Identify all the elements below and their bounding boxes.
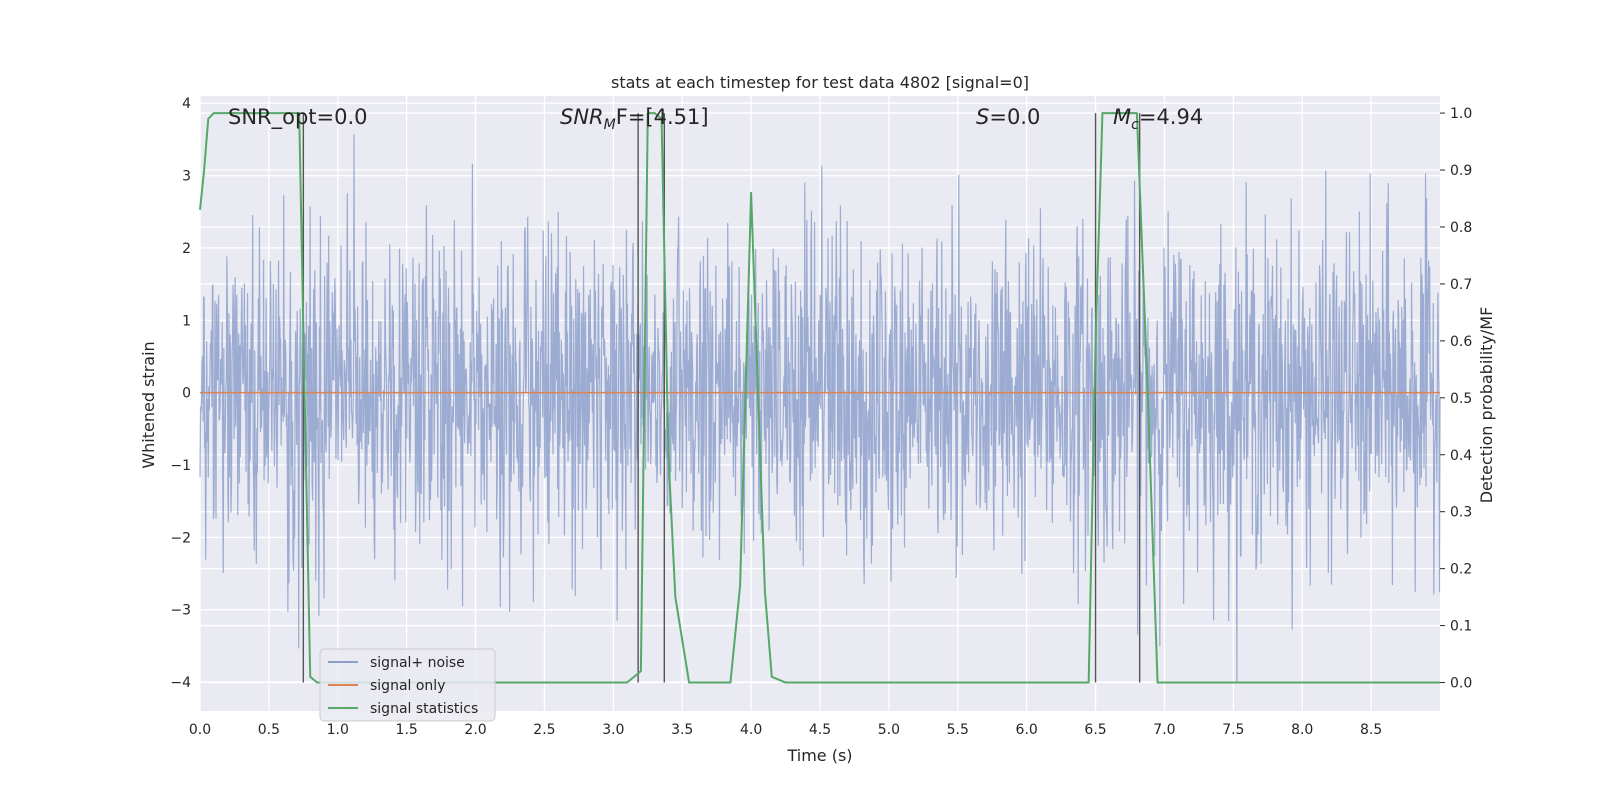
y-right-tick-label: 0.5 bbox=[1450, 391, 1472, 407]
annotation-snr-mf-main: SNR bbox=[560, 105, 604, 129]
x-tick-label: 8.5 bbox=[1360, 722, 1382, 738]
y-right-tick-label: 0.9 bbox=[1450, 163, 1472, 179]
y-left-tick-label: 4 bbox=[182, 96, 191, 112]
x-tick-label: 4.5 bbox=[809, 722, 831, 738]
x-tick-labels: 0.0 0.5 1.0 1.5 2.0 2.5 3.0 3.5 4.0 4.5 5.0 5.5 6.0 6… bbox=[189, 722, 1382, 738]
x-tick-label: 7.0 bbox=[1153, 722, 1175, 738]
legend-label-statistics: signal statistics bbox=[370, 701, 478, 717]
y-right-tick-label: 0.6 bbox=[1450, 334, 1472, 350]
y-left-tick-label: −1 bbox=[170, 458, 191, 474]
y-left-axis-label: Whitened strain bbox=[139, 341, 158, 468]
y-left-tick-label: 2 bbox=[182, 241, 191, 257]
x-tick-label: 6.5 bbox=[1084, 722, 1106, 738]
y-right-axis-label: Detection probability/MF bbox=[1477, 307, 1496, 504]
legend-box bbox=[319, 648, 496, 722]
x-tick-label: 4.0 bbox=[740, 722, 762, 738]
x-tick-label: 1.5 bbox=[396, 722, 418, 738]
y-left-tick-label: −3 bbox=[170, 603, 191, 619]
signal-noise-line bbox=[199, 134, 1441, 683]
annotation-mc-main: M bbox=[1113, 105, 1131, 129]
x-tick-label: 2.5 bbox=[533, 722, 555, 738]
x-tick-label: 5.5 bbox=[947, 722, 969, 738]
x-tick-label: 8.0 bbox=[1291, 722, 1313, 738]
annotation-snr-mf: SNRMF=[4.51] bbox=[560, 105, 709, 133]
y-left-tick-label: 1 bbox=[182, 313, 191, 329]
y-right-tick-label: 0.7 bbox=[1450, 277, 1472, 293]
x-tick-label: 0.5 bbox=[258, 722, 280, 738]
y-left-tick-label: −2 bbox=[170, 530, 191, 546]
annotation-s: S=0.0 bbox=[976, 105, 1040, 129]
y-left-tick-labels: 4 3 2 1 0 −1 −2 −3 −4 bbox=[170, 96, 191, 691]
x-tick-label: 7.5 bbox=[1222, 722, 1244, 738]
signal-statistics-series bbox=[199, 112, 1440, 684]
legend-label-noise: signal+ noise bbox=[370, 655, 465, 671]
annotation-mc-rest: =4.94 bbox=[1139, 105, 1203, 129]
x-tick-label: 0.0 bbox=[189, 722, 211, 738]
x-tick-label: 3.0 bbox=[602, 722, 624, 738]
annotation-snr-mf-sub: M bbox=[604, 117, 616, 133]
y-right-tick-label: 0.3 bbox=[1450, 505, 1472, 521]
x-tick-label: 6.0 bbox=[1016, 722, 1038, 738]
annotation-mc: Mc=4.94 bbox=[1113, 105, 1203, 133]
y-left-tick-label: −4 bbox=[170, 675, 191, 691]
x-tick-label: 3.5 bbox=[671, 722, 693, 738]
y-right-tick-label: 0.0 bbox=[1450, 676, 1472, 692]
legend-label-signal-only: signal only bbox=[370, 678, 445, 694]
x-tick-label: 5.0 bbox=[878, 722, 900, 738]
y-right-tick-label: 1.0 bbox=[1450, 106, 1472, 122]
annotation-s-rest: =0.0 bbox=[989, 105, 1040, 129]
y-right-tick-labels: 1.0 0.9 0.8 0.7 0.6 0.5 0.4 0.3 0.2 0.1 0.0 bbox=[1440, 106, 1472, 692]
y-right-tick-label: 0.2 bbox=[1450, 562, 1472, 578]
x-axis-label: Time (s) bbox=[786, 746, 852, 765]
annotation-snr-opt: SNR_opt=0.0 bbox=[228, 105, 368, 130]
x-tick-label: 1.0 bbox=[327, 722, 349, 738]
chart-title: stats at each timestep for test data 480… bbox=[611, 73, 1029, 92]
y-left-tick-label: 3 bbox=[182, 169, 191, 185]
x-tick-label: 2.0 bbox=[464, 722, 486, 738]
signal-statistics-line bbox=[199, 112, 1440, 684]
signal-noise-series bbox=[199, 134, 1441, 683]
y-right-tick-label: 0.1 bbox=[1450, 619, 1472, 635]
annotation-mc-sub: c bbox=[1131, 117, 1139, 133]
y-left-tick-label: 0 bbox=[182, 386, 191, 402]
legend: signal+ noise signal only signal statist… bbox=[319, 648, 496, 722]
y-right-tick-label: 0.8 bbox=[1450, 220, 1472, 236]
annotation-snr-mf-rest: F=[4.51] bbox=[616, 105, 709, 129]
y-right-tick-label: 0.4 bbox=[1450, 448, 1472, 464]
annotation-s-main: S bbox=[976, 105, 989, 129]
